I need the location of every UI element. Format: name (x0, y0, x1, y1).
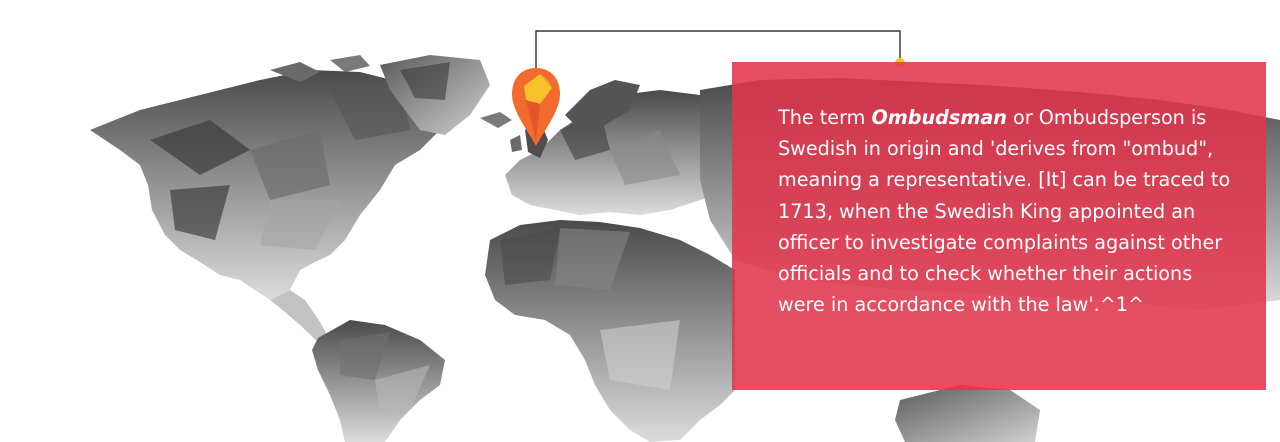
south-america-landmass (312, 320, 445, 442)
info-card: The term Ombudsman or Ombudsperson is Sw… (732, 62, 1266, 390)
info-text-intro: The term (778, 106, 872, 129)
info-term: Ombudsman (871, 106, 1007, 129)
north-america-landmass (90, 55, 490, 342)
info-card-text: The term Ombudsman or Ombudsperson is Sw… (778, 102, 1244, 320)
australia-landmass (895, 385, 1040, 442)
location-pin-icon[interactable] (512, 68, 560, 146)
africa-landmass (485, 220, 735, 442)
info-text-body: or Ombudsperson is Swedish in origin and… (778, 106, 1231, 317)
europe-landmass (480, 80, 735, 215)
